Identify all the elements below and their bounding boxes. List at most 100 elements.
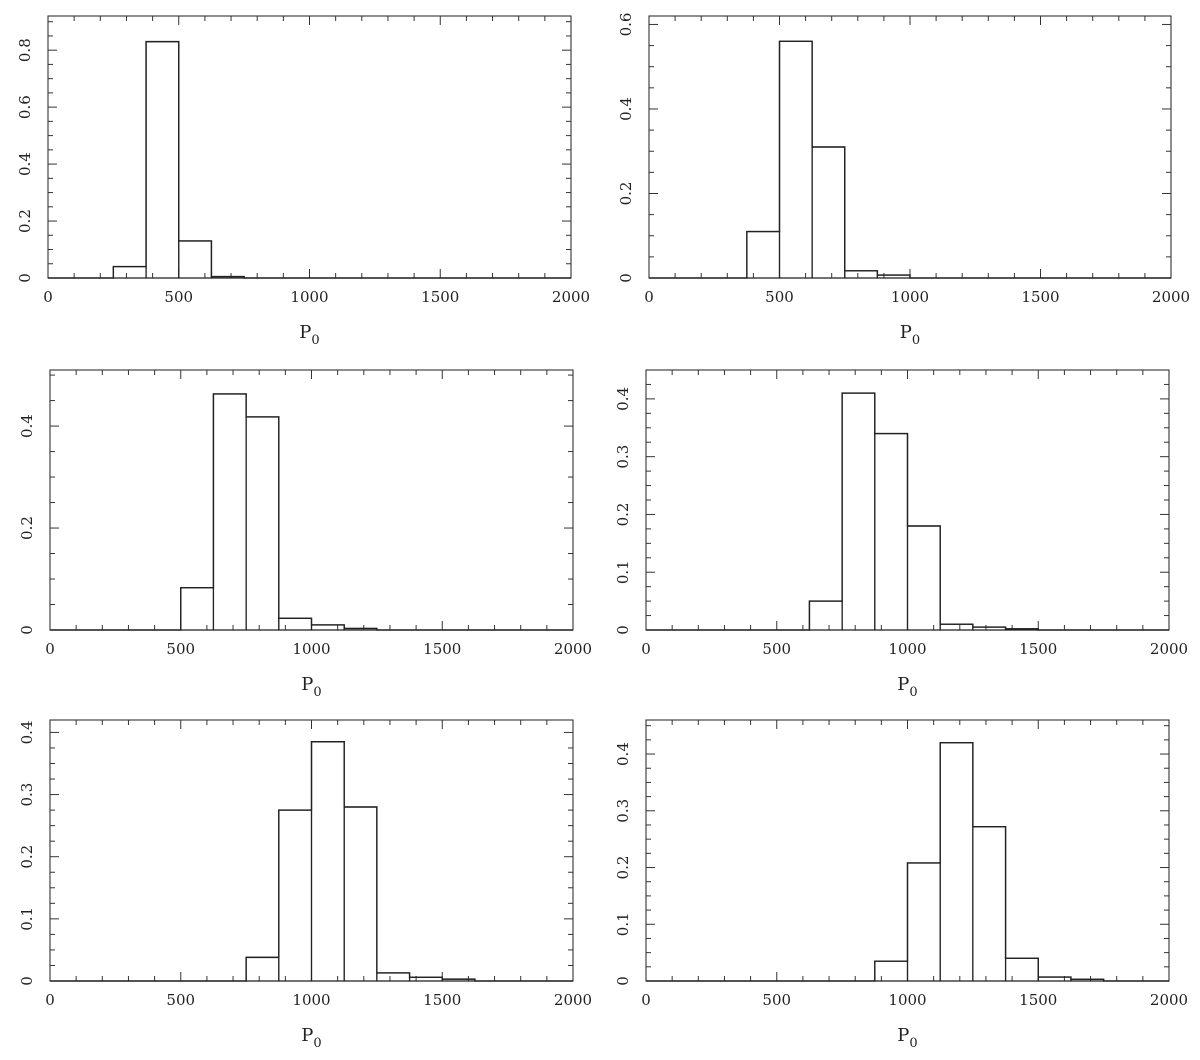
- x-tick-label: 500: [762, 640, 791, 658]
- histogram-bin: [245, 956, 280, 982]
- y-tick-label: 0: [614, 976, 632, 986]
- histogram-bin: [245, 416, 280, 631]
- histogram-bin: [343, 627, 378, 631]
- x-tick-label: 1500: [1019, 640, 1057, 658]
- x-tick-label: 2000: [554, 640, 592, 658]
- x-axis-label: P0: [299, 322, 319, 348]
- x-axis-label-main: P: [301, 674, 313, 695]
- histogram-bin: [145, 41, 180, 279]
- y-tick-label: 0.2: [16, 209, 34, 233]
- x-tick-label: 1500: [423, 640, 461, 658]
- x-tick-label: 0: [45, 991, 55, 1009]
- y-tick-label: 0.1: [18, 907, 36, 931]
- x-tick-label: 1500: [1021, 288, 1059, 306]
- x-axis-label: P0: [301, 674, 321, 700]
- histogram-bin: [939, 742, 974, 982]
- x-tick-label: 1000: [290, 288, 328, 306]
- x-axis-label-sub: 0: [311, 333, 319, 348]
- x-tick-label: 1500: [421, 288, 459, 306]
- y-tick-label: 0.4: [614, 742, 632, 766]
- y-tick-label: 0: [617, 273, 635, 283]
- x-tick-label: 2000: [1152, 288, 1190, 306]
- histogram-bin: [210, 275, 245, 279]
- y-tick-label: 0: [614, 625, 632, 635]
- y-tick-label: 0.4: [617, 97, 635, 121]
- histogram-bin: [441, 978, 476, 982]
- histogram-bin: [310, 741, 345, 982]
- x-axis-label: P0: [897, 674, 917, 700]
- histogram-bin: [939, 623, 974, 631]
- y-tick-label: 0.6: [16, 95, 34, 119]
- histogram-bin: [212, 393, 247, 631]
- histogram-bin: [1037, 976, 1072, 982]
- x-axis-label-main: P: [897, 1025, 909, 1046]
- y-tick-label: 0.4: [16, 152, 34, 176]
- x-axis-label-sub: 0: [313, 1036, 321, 1051]
- y-tick-label: 0.2: [18, 845, 36, 869]
- histogram-bin: [811, 146, 846, 279]
- x-tick-label: 2000: [1150, 640, 1188, 658]
- x-tick-label: 0: [641, 640, 651, 658]
- histogram-bin: [408, 976, 443, 982]
- x-tick-label: 1000: [292, 640, 330, 658]
- histogram-bin: [1070, 978, 1105, 982]
- x-axis-label-sub: 0: [313, 685, 321, 700]
- histogram-panel-2: 0 500 1000 1500 2000 0 0.2 0.4 0.6 P0: [617, 13, 1190, 348]
- histogram-bin: [906, 862, 941, 982]
- y-tick-label: 0.3: [614, 799, 632, 823]
- y-tick-label: 0.2: [617, 182, 635, 206]
- histogram-bin: [876, 274, 911, 279]
- x-tick-label: 1000: [891, 288, 929, 306]
- histogram-bin: [1004, 628, 1039, 631]
- y-tick-label: 0: [18, 625, 36, 635]
- y-tick-label: 0.4: [614, 387, 632, 411]
- x-axis-label-main: P: [897, 674, 909, 695]
- x-tick-label: 1500: [1019, 991, 1057, 1009]
- y-tick-label: 0.4: [18, 414, 36, 438]
- x-tick-label: 2000: [554, 991, 592, 1009]
- histogram-bin: [310, 624, 345, 631]
- x-tick-label: 1000: [292, 991, 330, 1009]
- histogram-bin: [180, 587, 215, 631]
- histogram-bin: [906, 525, 941, 631]
- histogram-bin: [972, 626, 1007, 631]
- x-axis-label-sub: 0: [909, 1036, 917, 1051]
- y-tick-label: 0.6: [617, 13, 635, 37]
- x-axis-label-sub: 0: [909, 685, 917, 700]
- x-tick-label: 500: [166, 991, 195, 1009]
- plot-frame: [648, 15, 1172, 279]
- y-tick-label: 0.3: [614, 445, 632, 469]
- x-axis-label-main: P: [299, 322, 311, 343]
- histogram-bin: [343, 806, 378, 982]
- y-tick-label: 0.2: [614, 503, 632, 527]
- y-tick-label: 0.1: [614, 560, 632, 584]
- histogram-bin: [778, 40, 813, 279]
- y-tick-label: 0.2: [614, 856, 632, 880]
- histogram-bin: [376, 972, 411, 982]
- y-tick-label: 0: [16, 273, 34, 283]
- x-axis-label-main: P: [301, 1025, 313, 1046]
- histogram-bin: [278, 617, 313, 631]
- histogram-bin: [972, 826, 1007, 982]
- x-tick-label: 1500: [423, 991, 461, 1009]
- y-tick-label: 0.2: [18, 516, 36, 540]
- histogram-bin: [844, 270, 878, 279]
- x-tick-label: 500: [164, 288, 193, 306]
- histogram-outline: [48, 40, 571, 279]
- histogram-bin: [1004, 957, 1039, 982]
- x-tick-label: 500: [765, 288, 794, 306]
- x-tick-label: 1000: [888, 640, 926, 658]
- x-axis-label: P0: [900, 322, 920, 348]
- x-axis-label: P0: [301, 1025, 321, 1051]
- histogram-bin: [278, 809, 313, 982]
- x-tick-label: 0: [644, 288, 654, 306]
- y-tick-label: 0.3: [18, 783, 36, 807]
- x-axis-label: P0: [897, 1025, 917, 1051]
- x-axis-label-sub: 0: [912, 333, 920, 348]
